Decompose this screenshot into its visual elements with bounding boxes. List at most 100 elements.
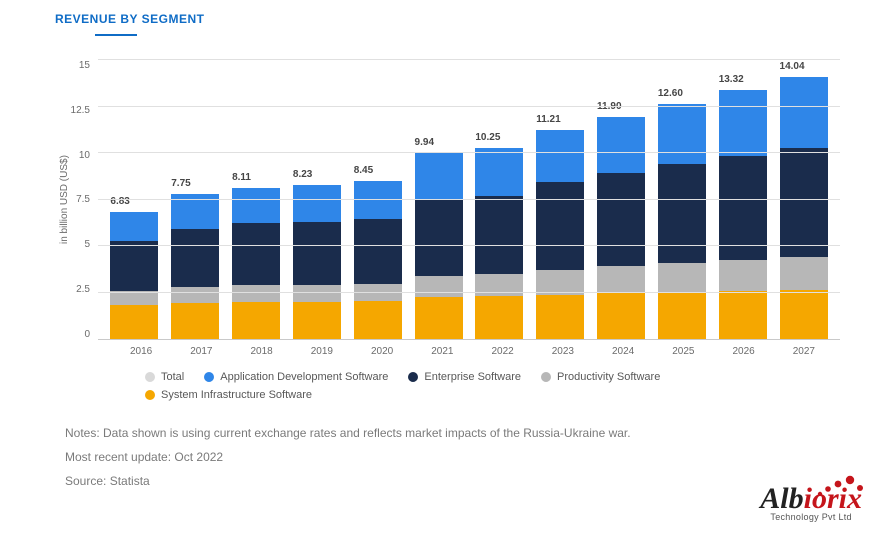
stacked-bar: 10.25 (475, 148, 523, 339)
bar-segment-enterprise (232, 223, 280, 285)
bar-total-label: 8.45 (354, 165, 373, 176)
bar-segment-system_infra (658, 292, 706, 339)
bar-segment-productivity (719, 260, 767, 291)
stacked-bar: 11.90 (597, 117, 645, 339)
bars-group: 6.837.758.118.238.459.9410.2511.2111.901… (98, 60, 840, 339)
grid-line (98, 59, 840, 60)
chart-plot-area: in billion USD (US$) 1512.5107.552.50 6.… (55, 60, 840, 340)
stacked-bar: 8.45 (354, 181, 402, 339)
bar-segment-productivity (232, 285, 280, 302)
legend-item: Application Development Software (204, 371, 388, 383)
logo-main: Albiorix (760, 484, 862, 514)
bar-segment-enterprise (658, 164, 706, 264)
y-axis-ticks: 1512.5107.552.50 (70, 60, 98, 340)
bar-segment-app_dev (597, 117, 645, 173)
bar-segment-app_dev (232, 188, 280, 224)
legend-label: System Infrastructure Software (161, 389, 312, 401)
bar-column: 11.21 (534, 60, 587, 339)
legend-item: Productivity Software (541, 371, 660, 383)
bar-segment-enterprise (354, 219, 402, 283)
bar-segment-system_infra (415, 297, 463, 339)
bar-column: 8.11 (230, 60, 283, 339)
stacked-bar: 14.04 (780, 77, 828, 339)
x-tick: 2019 (296, 346, 348, 357)
bar-segment-app_dev (171, 194, 219, 229)
stacked-bar: 11.21 (536, 130, 584, 339)
bar-segment-app_dev (293, 185, 341, 222)
x-tick: 2027 (778, 346, 830, 357)
x-tick: 2020 (356, 346, 408, 357)
bar-segment-productivity (475, 274, 523, 296)
bar-segment-app_dev (110, 212, 158, 241)
bar-segment-productivity (293, 285, 341, 302)
legend-swatch (541, 372, 551, 382)
bar-column: 11.90 (595, 60, 648, 339)
grid-line (98, 199, 840, 200)
bar-segment-enterprise (171, 229, 219, 287)
legend-swatch (204, 372, 214, 382)
chart-container: REVENUE BY SEGMENT in billion USD (US$) … (0, 0, 880, 503)
grid-line (98, 106, 840, 107)
notes-line-2: Most recent update: Oct 2022 (65, 445, 840, 469)
bar-total-label: 12.60 (658, 88, 683, 99)
legend-label: Total (161, 371, 184, 383)
stacked-bar: 8.23 (293, 185, 341, 339)
bar-total-label: 6.83 (110, 196, 129, 207)
brand-logo: Albiorix Technology Pvt Ltd (760, 484, 862, 522)
x-tick: 2018 (236, 346, 288, 357)
x-tick: 2026 (718, 346, 770, 357)
bar-segment-system_infra (354, 301, 402, 339)
x-tick: 2024 (597, 346, 649, 357)
bar-segment-enterprise (597, 173, 645, 266)
bar-column: 14.04 (777, 60, 830, 339)
bar-segment-enterprise (293, 222, 341, 285)
plot-region: 6.837.758.118.238.459.9410.2511.2111.901… (98, 60, 840, 340)
x-axis-ticks: 2016201720182019202020212022202320242025… (105, 340, 840, 357)
y-tick: 0 (70, 329, 90, 340)
bar-column: 7.75 (169, 60, 222, 339)
bar-column: 6.83 (108, 60, 161, 339)
bar-segment-system_infra (232, 302, 280, 339)
bar-total-label: 13.32 (719, 74, 744, 85)
legend-label: Productivity Software (557, 371, 660, 383)
bar-segment-productivity (415, 276, 463, 297)
notes-block: Notes: Data shown is using current excha… (65, 421, 840, 493)
notes-line-3: Source: Statista (65, 469, 840, 493)
x-tick: 2022 (477, 346, 529, 357)
x-tick: 2021 (416, 346, 468, 357)
bar-column: 12.60 (655, 60, 708, 339)
legend-swatch (408, 372, 418, 382)
y-tick: 12.5 (70, 105, 90, 116)
bar-segment-app_dev (475, 148, 523, 196)
bar-total-label: 10.25 (475, 132, 500, 143)
bar-segment-productivity (658, 263, 706, 292)
bar-segment-app_dev (719, 90, 767, 156)
bar-segment-productivity (780, 257, 828, 290)
stacked-bar: 9.94 (415, 153, 463, 339)
legend-swatch (145, 390, 155, 400)
title-underline (95, 34, 137, 36)
stacked-bar: 8.11 (232, 188, 280, 339)
notes-line-1: Notes: Data shown is using current excha… (65, 421, 840, 445)
bar-segment-system_infra (597, 293, 645, 339)
x-tick: 2023 (537, 346, 589, 357)
legend-item: System Infrastructure Software (145, 389, 312, 401)
chart-title: REVENUE BY SEGMENT (55, 12, 204, 32)
bar-segment-app_dev (658, 104, 706, 164)
grid-line (98, 152, 840, 153)
bar-column: 9.94 (412, 60, 465, 339)
x-tick: 2025 (657, 346, 709, 357)
bar-total-label: 7.75 (171, 178, 190, 189)
bar-segment-enterprise (415, 200, 463, 276)
stacked-bar: 7.75 (171, 194, 219, 339)
bar-total-label: 8.11 (232, 172, 251, 183)
legend-item: Total (145, 371, 184, 383)
bar-segment-system_infra (293, 302, 341, 339)
y-axis-label: in billion USD (US$) (55, 60, 70, 340)
bar-segment-productivity (110, 291, 158, 305)
stacked-bar: 12.60 (658, 104, 706, 339)
bar-segment-system_infra (719, 291, 767, 339)
bar-column: 10.25 (473, 60, 526, 339)
x-tick: 2017 (175, 346, 227, 357)
bar-total-label: 14.04 (780, 61, 805, 72)
